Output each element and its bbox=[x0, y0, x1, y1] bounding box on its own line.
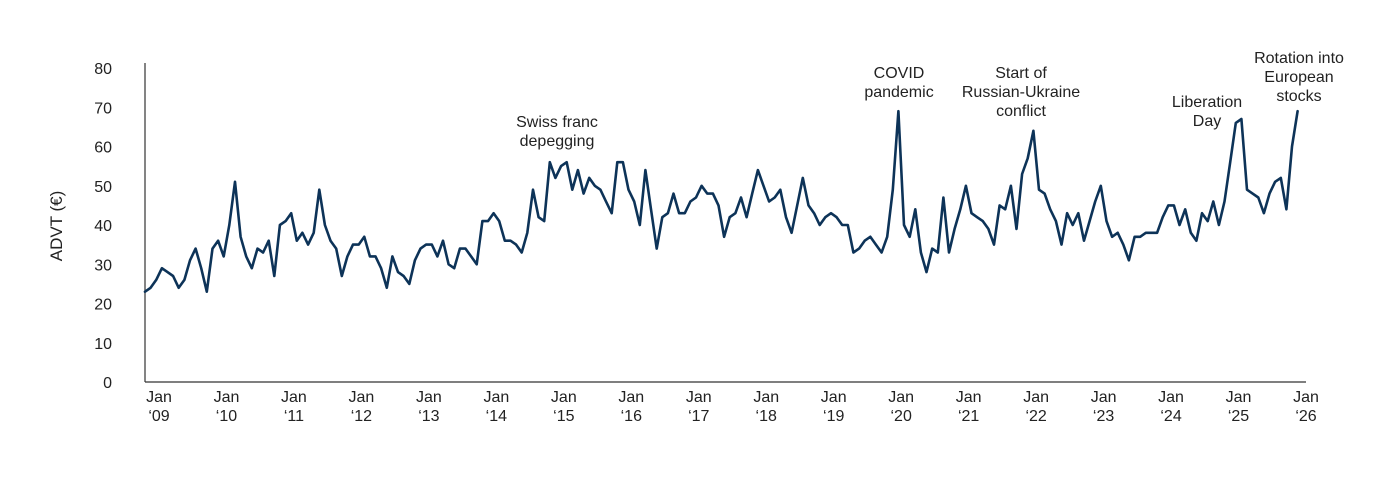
y-tick-label: 0 bbox=[103, 375, 112, 392]
annotation-label: COVID pandemic bbox=[864, 65, 933, 101]
y-tick-label: 80 bbox=[94, 61, 112, 78]
x-tick-label: Jan ‘09 bbox=[146, 389, 172, 425]
x-tick-label: Jan ‘16 bbox=[618, 389, 644, 425]
y-tick-label: 10 bbox=[94, 336, 112, 353]
annotation-label: Swiss franc depegging bbox=[516, 114, 598, 150]
x-tick-label: Jan ‘19 bbox=[821, 389, 847, 425]
x-tick-label: Jan ‘15 bbox=[551, 389, 577, 425]
x-tick-label: Jan ‘17 bbox=[686, 389, 712, 425]
annotation-label: Rotation into European stocks bbox=[1254, 50, 1344, 105]
x-tick-label: Jan ‘21 bbox=[956, 389, 982, 425]
y-ticks: 0 10 20 30 40 50 60 70 80 bbox=[94, 61, 112, 392]
x-tick-label: Jan ‘20 bbox=[888, 389, 914, 425]
x-tick-label: Jan ‘25 bbox=[1226, 389, 1252, 425]
y-tick-label: 70 bbox=[94, 100, 112, 117]
y-tick-label: 40 bbox=[94, 218, 112, 235]
x-tick-label: Jan ‘23 bbox=[1091, 389, 1117, 425]
x-tick-label: Jan ‘26 bbox=[1293, 389, 1319, 425]
x-tick-label: Jan ‘14 bbox=[483, 389, 509, 425]
x-tick-label: Jan ‘18 bbox=[753, 389, 779, 425]
x-tick-label: Jan ‘11 bbox=[281, 389, 307, 425]
x-tick-label: Jan ‘10 bbox=[214, 389, 240, 425]
annotation-label: Liberation Day bbox=[1172, 94, 1242, 130]
x-tick-label: Jan ‘22 bbox=[1023, 389, 1049, 425]
y-tick-label: 20 bbox=[94, 297, 112, 314]
x-ticks: Jan ‘09 Jan ‘10 Jan ‘11 Jan ‘12 Jan ‘13 Jan ‘14 Jan ‘… bbox=[146, 389, 1319, 425]
axes bbox=[144, 63, 1306, 383]
annotation-label: Start of Russian-Ukraine conflict bbox=[962, 65, 1080, 120]
y-tick-label: 60 bbox=[94, 140, 112, 157]
series-line-advt bbox=[143, 109, 1299, 293]
y-tick-label: 30 bbox=[94, 257, 112, 274]
x-tick-label: Jan ‘24 bbox=[1158, 389, 1184, 425]
y-tick-label: 50 bbox=[94, 179, 112, 196]
annotations: Swiss franc depegging COVID pandemic Start o… bbox=[516, 50, 1344, 150]
x-tick-label: Jan ‘13 bbox=[416, 389, 442, 425]
x-tick-label: Jan ‘12 bbox=[349, 389, 375, 425]
y-axis-label: ADVT (€) bbox=[47, 191, 66, 262]
